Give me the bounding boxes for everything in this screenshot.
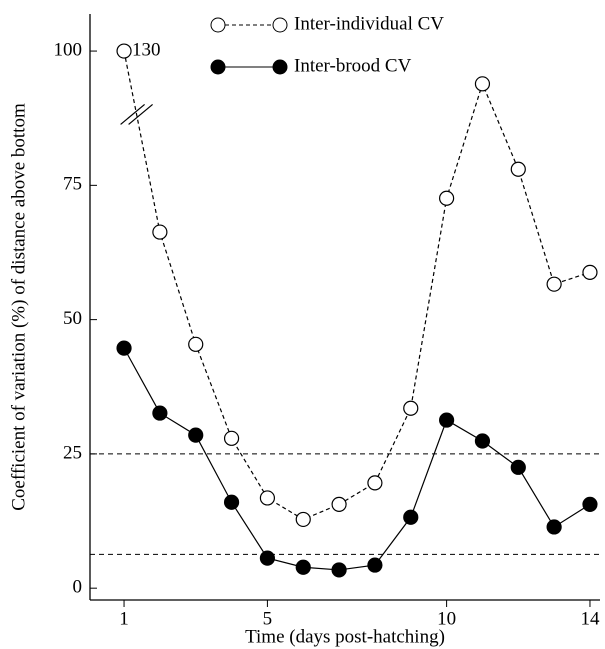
- data-point: [510, 459, 526, 475]
- legend-marker: [272, 17, 288, 33]
- data-point: [188, 427, 204, 443]
- data-point: [403, 509, 419, 525]
- data-point: [116, 340, 132, 356]
- legend-marker: [272, 59, 288, 75]
- x-tick-label: 1: [119, 608, 129, 629]
- legend-marker: [210, 59, 226, 75]
- data-point: [295, 511, 311, 528]
- data-point: [259, 550, 276, 566]
- data-point: [116, 43, 132, 59]
- data-point: [367, 475, 383, 491]
- value-label: 130: [132, 39, 161, 60]
- legend-marker: [210, 17, 226, 33]
- data-point: [582, 496, 598, 512]
- axis-break: [120, 103, 145, 125]
- legend-label: Inter-brood CV: [294, 55, 412, 76]
- data-point: [188, 336, 204, 352]
- data-point: [259, 490, 276, 506]
- data-point: [474, 433, 491, 449]
- y-tick-label: 50: [63, 308, 82, 329]
- data-point: [582, 264, 598, 280]
- axis-break: [128, 103, 153, 125]
- y-tick-label: 0: [73, 577, 83, 598]
- data-point: [403, 400, 419, 416]
- x-tick-label: 5: [263, 608, 273, 629]
- data-point: [331, 562, 347, 578]
- data-point: [546, 519, 562, 535]
- data-point: [331, 496, 347, 512]
- x-tick-label: 14: [580, 608, 600, 629]
- data-point: [223, 430, 240, 446]
- data-point: [510, 161, 526, 177]
- y-tick-label: 25: [63, 442, 82, 463]
- series-line: [123, 347, 591, 571]
- data-point: [367, 557, 383, 573]
- y-axis-label: Coefficient of variation (%) of distance…: [8, 103, 29, 511]
- data-point: [439, 190, 455, 206]
- data-point: [474, 76, 491, 92]
- series-line: [123, 50, 591, 521]
- data-point: [439, 412, 455, 428]
- data-point: [546, 276, 562, 292]
- x-tick-label: 10: [437, 608, 456, 629]
- y-tick-label: 75: [63, 174, 82, 195]
- y-tick-label: 100: [54, 39, 83, 60]
- legend-label: Inter-individual CV: [294, 13, 444, 34]
- data-point: [295, 559, 311, 575]
- data-point: [223, 494, 240, 510]
- data-point: [152, 224, 168, 240]
- data-point: [152, 405, 168, 421]
- x-axis-label: Time (days post-hatching): [245, 626, 445, 647]
